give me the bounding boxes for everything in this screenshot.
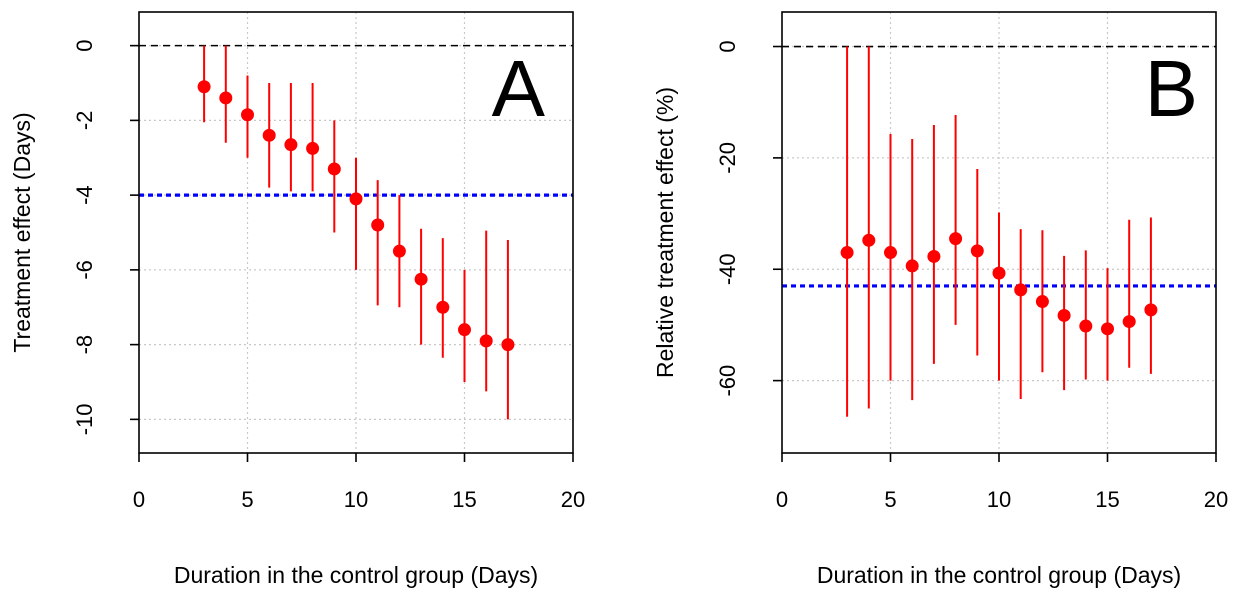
y-tick-label: -6	[72, 260, 97, 280]
y-tick-label: -10	[72, 403, 97, 435]
y-tick-label: -60	[715, 365, 740, 397]
x-axis-label: Duration in the control group (Days)	[174, 562, 538, 588]
data-point	[1014, 283, 1028, 297]
data-point	[436, 300, 450, 314]
x-tick-label: 15	[452, 487, 476, 512]
data-point	[970, 244, 984, 258]
data-point	[840, 246, 854, 260]
panel-b: 0 5 10 15 20 0 -20 -40 -60 Duration in the contro…	[652, 11, 1228, 588]
panel-letter: B	[1145, 44, 1198, 133]
y-axis-label: Relative treatment effect (%)	[652, 87, 678, 378]
y-tick-label: -8	[72, 335, 97, 355]
y-tick-label: -2	[72, 111, 97, 131]
data-point	[1144, 303, 1158, 317]
data-point	[197, 80, 211, 94]
y-tick-label: -40	[715, 253, 740, 285]
panel-a: 0 5 10 15 20 0 -2 -4 -6 -8 -10 Duration in the cont…	[9, 11, 585, 588]
data-point	[219, 91, 233, 105]
data-point	[327, 162, 341, 176]
data-point	[927, 249, 941, 263]
data-point	[1079, 319, 1093, 333]
x-tick-label: 20	[561, 487, 585, 512]
data-point	[862, 233, 876, 247]
data-point	[1057, 308, 1071, 322]
data-point	[992, 266, 1006, 280]
data-point	[349, 192, 363, 206]
data-point	[949, 232, 963, 246]
data-point	[501, 338, 515, 352]
x-tick-label: 15	[1095, 487, 1119, 512]
data-point	[284, 138, 298, 152]
data-point	[414, 272, 428, 286]
x-tick-label: 5	[884, 487, 896, 512]
data-point	[1101, 322, 1114, 336]
y-tick-label: 0	[72, 40, 97, 52]
x-tick-label: 10	[987, 487, 1011, 512]
x-tick-label: 0	[776, 487, 788, 512]
data-point	[392, 244, 406, 258]
data-point	[262, 128, 276, 142]
y-tick-label: -20	[715, 142, 740, 174]
x-tick-label: 20	[1204, 487, 1228, 512]
data-point	[458, 323, 471, 337]
data-point	[306, 141, 320, 155]
x-tick-label: 0	[133, 487, 145, 512]
y-tick-label: -4	[72, 185, 97, 205]
y-axis-label: Treatment effect (Days)	[9, 112, 35, 352]
data-point	[479, 334, 493, 348]
y-tick-label: 0	[715, 40, 740, 52]
data-point	[1035, 295, 1049, 309]
data-point	[905, 259, 919, 273]
x-tick-label: 10	[344, 487, 368, 512]
data-point	[1122, 315, 1136, 329]
x-tick-label: 5	[241, 487, 253, 512]
data-point	[884, 246, 897, 260]
x-axis-label: Duration in the control group (Days)	[817, 562, 1181, 588]
data-point	[371, 218, 385, 232]
data-point	[241, 108, 254, 122]
panel-letter: A	[492, 44, 546, 133]
